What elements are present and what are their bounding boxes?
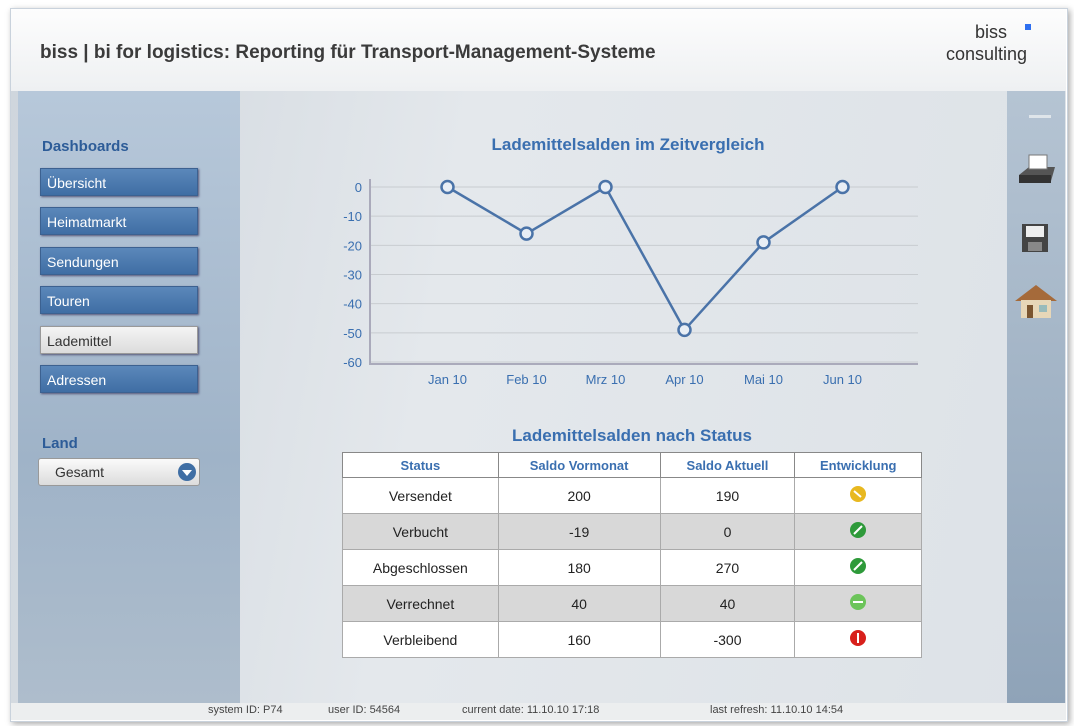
cell: 180 — [498, 550, 660, 586]
nav-button[interactable]: Sendungen — [40, 247, 198, 275]
trend-cell — [795, 478, 922, 514]
cell: Verbleibend — [343, 622, 499, 658]
logo: biss — [975, 22, 1007, 43]
column-header: Status — [343, 453, 499, 478]
cell: 160 — [498, 622, 660, 658]
print-icon[interactable] — [1015, 153, 1059, 189]
logo: consulting — [946, 44, 1027, 65]
footer-text: system ID: P74 — [208, 704, 283, 716]
footer-text: last refresh: 11.10.10 14:54 — [710, 704, 843, 716]
right-toolbar — [1007, 91, 1065, 703]
nav-button[interactable]: Adressen — [40, 365, 198, 393]
trend-icon — [849, 557, 867, 575]
nav-button[interactable]: Heimatmarkt — [40, 207, 198, 235]
cell: -19 — [498, 514, 660, 550]
nav-button-selected[interactable]: Lademittel — [40, 326, 198, 354]
filter-label: Land — [42, 435, 78, 452]
trend-cell — [795, 514, 922, 550]
app-title: biss | bi for logistics: Reporting für T… — [40, 42, 656, 64]
trend-cell — [795, 586, 922, 622]
column-header: Saldo Aktuell — [660, 453, 795, 478]
column-header: Entwicklung — [795, 453, 922, 478]
home-icon[interactable] — [1013, 283, 1059, 319]
trend-icon — [849, 521, 867, 539]
nav-button[interactable]: Touren — [40, 286, 198, 314]
cell: 190 — [660, 478, 795, 514]
table-title: Lademittelsalden nach Status — [342, 426, 922, 446]
dropdown-arrow[interactable] — [177, 462, 197, 482]
page: biss | bi for logistics: Reporting für T… — [0, 0, 1074, 726]
cell: -300 — [660, 622, 795, 658]
trend-icon — [849, 629, 867, 647]
dropdown-value: Gesamt — [55, 464, 104, 480]
cell: Verbucht — [343, 514, 499, 550]
column-header: Saldo Vormonat — [498, 453, 660, 478]
logo-square — [1025, 24, 1031, 30]
cell: Abgeschlossen — [343, 550, 499, 586]
footer-text: user ID: 54564 — [328, 704, 400, 716]
save-icon[interactable] — [1021, 223, 1049, 253]
trend-cell — [795, 550, 922, 586]
cell: 0 — [660, 514, 795, 550]
trend-cell — [795, 622, 922, 658]
toolbar-handle — [1029, 115, 1051, 118]
footer-text: current date: 11.10.10 17:18 — [462, 704, 599, 716]
cell: Versendet — [343, 478, 499, 514]
trend-icon — [849, 593, 867, 611]
cell: 40 — [498, 586, 660, 622]
cell: 40 — [660, 586, 795, 622]
cell: 270 — [660, 550, 795, 586]
cell: 200 — [498, 478, 660, 514]
cell: Verrechnet — [343, 586, 499, 622]
section-title: Dashboards — [42, 138, 129, 155]
dropdown[interactable]: Gesamt — [38, 458, 200, 486]
trend-icon — [849, 485, 867, 503]
nav-button[interactable]: Übersicht — [40, 168, 198, 196]
